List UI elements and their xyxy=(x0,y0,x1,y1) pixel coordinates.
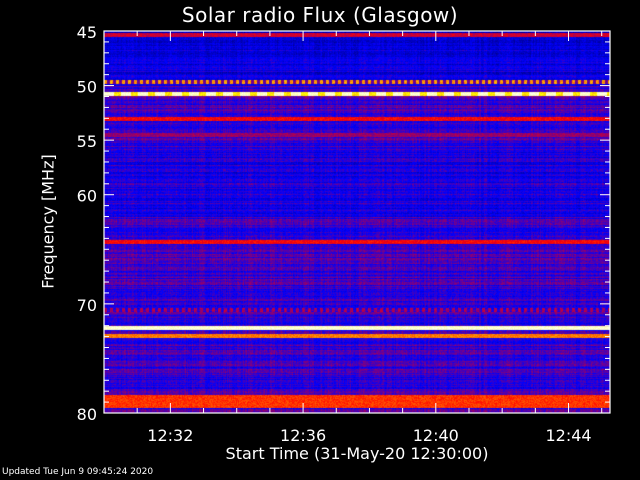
x-tick-label: 12:36 xyxy=(280,426,326,445)
x-tick-label: 12:40 xyxy=(413,426,459,445)
plot-frame xyxy=(103,30,611,414)
x-axis-label: Start Time (31-May-20 12:30:00) xyxy=(225,444,489,463)
y-tick-label: 55 xyxy=(77,132,97,151)
y-tick-label: 80 xyxy=(77,405,97,424)
x-tick-label: 12:44 xyxy=(545,426,591,445)
y-tick-label: 70 xyxy=(77,296,97,315)
updated-timestamp: Updated Tue Jun 9 09:45:24 2020 xyxy=(2,467,154,477)
y-tick-label: 60 xyxy=(77,187,97,206)
y-axis-label: Frequency [MHz] xyxy=(38,154,58,289)
spectrogram-heatmap xyxy=(104,31,610,413)
y-tick-label: 45 xyxy=(77,23,97,42)
x-tick-label: 12:32 xyxy=(147,426,193,445)
chart-title: Solar radio Flux (Glasgow) xyxy=(181,3,459,27)
y-tick-label: 50 xyxy=(77,78,97,97)
